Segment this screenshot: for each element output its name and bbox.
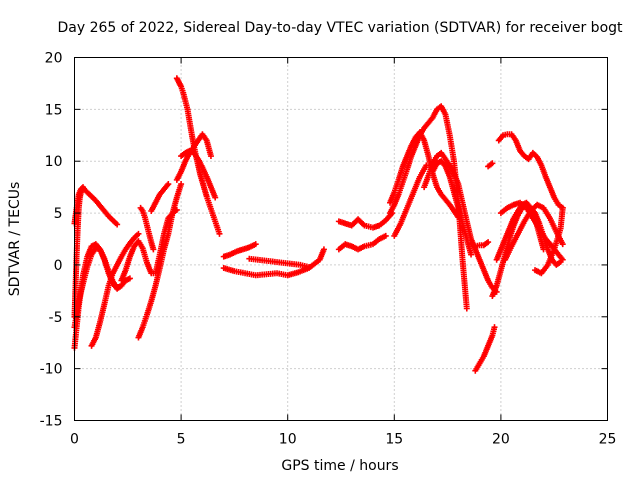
data-point <box>485 239 492 246</box>
data-point <box>77 189 84 196</box>
data-point <box>126 275 133 282</box>
y-tick-label: -10 <box>40 362 63 378</box>
data-point <box>135 230 142 237</box>
series-sat-h <box>135 181 185 341</box>
x-axis-label: GPS time / hours <box>281 458 398 474</box>
series-sat-l <box>178 147 219 201</box>
series-sat-u <box>421 149 500 295</box>
data-point <box>559 241 566 248</box>
data-point <box>468 251 475 258</box>
series-sat-i <box>148 181 172 214</box>
x-tick-label: 15 <box>385 432 403 448</box>
x-tick-label: 10 <box>279 432 297 448</box>
data-point <box>489 160 496 167</box>
y-tick-label: 0 <box>54 258 63 274</box>
series-sat-ad <box>532 204 566 277</box>
y-tick-label: 10 <box>45 154 63 170</box>
series-sat-c <box>71 245 125 331</box>
data-point <box>150 246 157 253</box>
y-tick-label: -5 <box>49 310 63 326</box>
axis-ticks <box>74 57 608 421</box>
series-sat-g <box>137 204 157 253</box>
data-point <box>207 153 214 160</box>
plot-frame <box>74 57 608 421</box>
data-point <box>178 181 185 188</box>
series-sat-x <box>472 324 498 374</box>
series-sat-o <box>246 255 313 271</box>
series-sat-k <box>173 131 214 183</box>
chart-title: Day 265 of 2022, Sidereal Day-to-day VTE… <box>57 20 623 36</box>
y-tick-label: -15 <box>40 414 63 430</box>
series-sat-w <box>468 239 492 250</box>
data-point <box>320 246 327 253</box>
series-sat-m <box>220 241 259 260</box>
y-tick-label: 15 <box>45 102 63 118</box>
series-sat-p <box>335 210 396 231</box>
series-sat-ae <box>485 160 496 170</box>
data-point <box>382 232 389 239</box>
data-point <box>252 241 259 248</box>
data-points <box>71 75 566 374</box>
data-point <box>491 324 498 331</box>
tick-labels: 0 5 10 15 20 25 -15 -10 -5 0 5 10 15 20 <box>40 51 617 448</box>
series-sat-v <box>429 158 475 258</box>
y-tick-label: 5 <box>54 206 63 222</box>
data-point <box>118 282 125 289</box>
x-tick-label: 0 <box>70 432 79 448</box>
data-point <box>165 181 172 188</box>
data-point <box>463 305 470 312</box>
data-point <box>306 264 313 271</box>
data-point <box>212 194 219 201</box>
x-tick-label: 25 <box>599 432 617 448</box>
series-sat-aa <box>495 131 566 211</box>
data-point <box>559 204 566 211</box>
series-sat-e <box>88 230 142 349</box>
data-point <box>216 230 223 237</box>
data-point <box>423 162 430 169</box>
data-point <box>540 246 547 253</box>
y-axis-label: SDTVAR / TECUs <box>7 182 23 297</box>
x-tick-label: 5 <box>177 432 186 448</box>
data-point <box>114 221 121 228</box>
series-sat-t <box>391 162 430 239</box>
y-tick-label: 20 <box>45 51 63 67</box>
x-tick-label: 20 <box>492 432 510 448</box>
series-sat-ac <box>502 201 566 263</box>
series-sat-q <box>335 232 389 253</box>
data-point <box>559 256 566 263</box>
grid-lines <box>74 57 608 421</box>
